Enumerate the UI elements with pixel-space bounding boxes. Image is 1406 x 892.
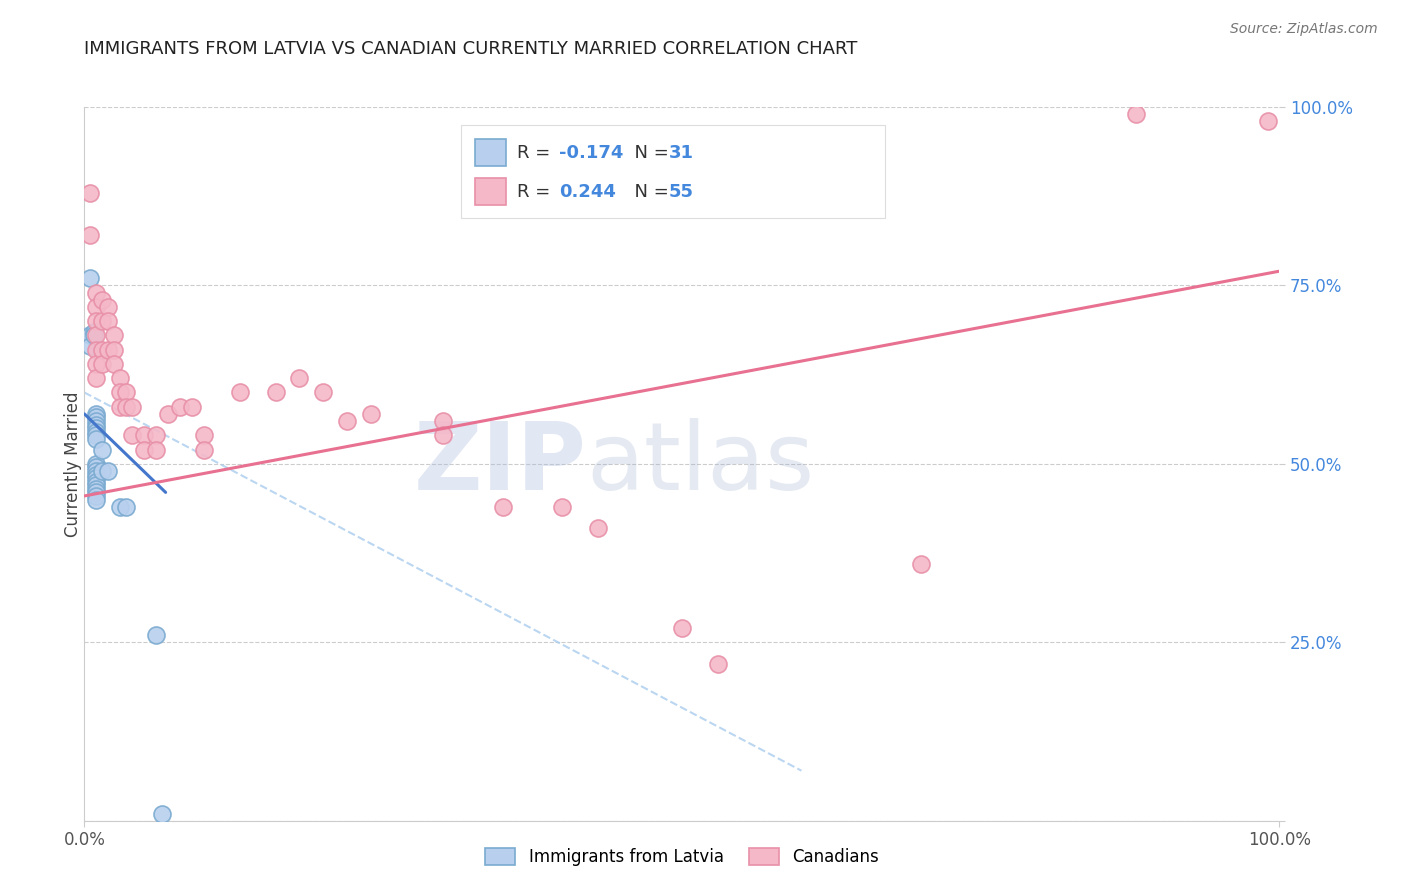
Point: [84, 425, 107, 439]
Point: [97, 314, 120, 328]
Point: [115, 500, 138, 514]
Text: N =: N =: [623, 183, 673, 201]
Point: [588, 521, 610, 535]
Text: IMMIGRANTS FROM LATVIA VS CANADIAN CURRENTLY MARRIED CORRELATION CHART: IMMIGRANTS FROM LATVIA VS CANADIAN CURRE…: [84, 40, 858, 58]
Text: Source: ZipAtlas.com: Source: ZipAtlas.com: [1230, 22, 1378, 37]
Point: [91, 343, 114, 357]
Point: [121, 428, 143, 442]
Text: ZIP: ZIP: [413, 417, 586, 510]
Point: [79, 328, 101, 343]
Point: [145, 428, 167, 442]
Point: [288, 371, 311, 385]
Point: [84, 428, 107, 442]
Point: [228, 385, 252, 400]
Point: [1125, 107, 1147, 121]
Point: [145, 442, 167, 457]
Point: [84, 457, 107, 471]
Point: [132, 442, 156, 457]
Point: [84, 478, 107, 492]
Point: [145, 628, 167, 642]
Point: [84, 328, 107, 343]
Point: [91, 314, 114, 328]
Point: [432, 428, 454, 442]
Point: [84, 410, 107, 425]
Point: [492, 500, 515, 514]
Point: [84, 407, 107, 421]
Y-axis label: Currently Married: Currently Married: [65, 391, 82, 537]
Point: [150, 806, 173, 821]
Point: [671, 621, 693, 635]
Point: [103, 357, 125, 371]
Point: [264, 385, 287, 400]
Point: [432, 414, 454, 428]
Point: [110, 385, 132, 400]
Point: [169, 400, 191, 414]
Point: [1256, 114, 1278, 128]
Point: [84, 343, 107, 357]
Point: [84, 467, 107, 482]
Point: [132, 428, 156, 442]
Text: R =: R =: [517, 144, 555, 161]
Point: [180, 400, 202, 414]
Point: [97, 464, 120, 478]
Text: N =: N =: [623, 144, 673, 161]
Point: [79, 228, 101, 243]
Legend: Immigrants from Latvia, Canadians: Immigrants from Latvia, Canadians: [478, 841, 886, 873]
Point: [84, 471, 107, 485]
Point: [115, 385, 138, 400]
Point: [84, 314, 107, 328]
Text: atlas: atlas: [586, 417, 814, 510]
Point: [551, 500, 574, 514]
Point: [157, 407, 180, 421]
Point: [84, 417, 107, 432]
Text: 0.244: 0.244: [560, 183, 616, 201]
Point: [103, 343, 125, 357]
Point: [97, 343, 120, 357]
Point: [193, 428, 215, 442]
Point: [110, 400, 132, 414]
Point: [84, 371, 107, 385]
Point: [84, 432, 107, 446]
Point: [84, 464, 107, 478]
Point: [84, 414, 107, 428]
Point: [84, 482, 107, 496]
Point: [103, 328, 125, 343]
Point: [79, 271, 101, 285]
Point: [84, 485, 107, 500]
Text: R =: R =: [517, 183, 555, 201]
Point: [115, 400, 138, 414]
Point: [707, 657, 730, 671]
Point: [84, 421, 107, 435]
Point: [84, 492, 107, 507]
Point: [91, 293, 114, 307]
Point: [110, 500, 132, 514]
Point: [83, 325, 105, 339]
Point: [910, 557, 932, 571]
Point: [79, 339, 101, 353]
Text: -0.174: -0.174: [560, 144, 624, 161]
Point: [193, 442, 215, 457]
Text: 31: 31: [669, 144, 695, 161]
Point: [84, 489, 107, 503]
Point: [84, 300, 107, 314]
Point: [312, 385, 335, 400]
Point: [91, 464, 114, 478]
Point: [83, 328, 105, 343]
Point: [84, 475, 107, 489]
Point: [110, 371, 132, 385]
Point: [91, 442, 114, 457]
Point: [79, 186, 101, 200]
Point: [91, 357, 114, 371]
Point: [97, 300, 120, 314]
Text: 55: 55: [669, 183, 695, 201]
Point: [360, 407, 382, 421]
Point: [336, 414, 359, 428]
Point: [121, 400, 143, 414]
Point: [84, 357, 107, 371]
Point: [84, 285, 107, 300]
Point: [84, 460, 107, 475]
